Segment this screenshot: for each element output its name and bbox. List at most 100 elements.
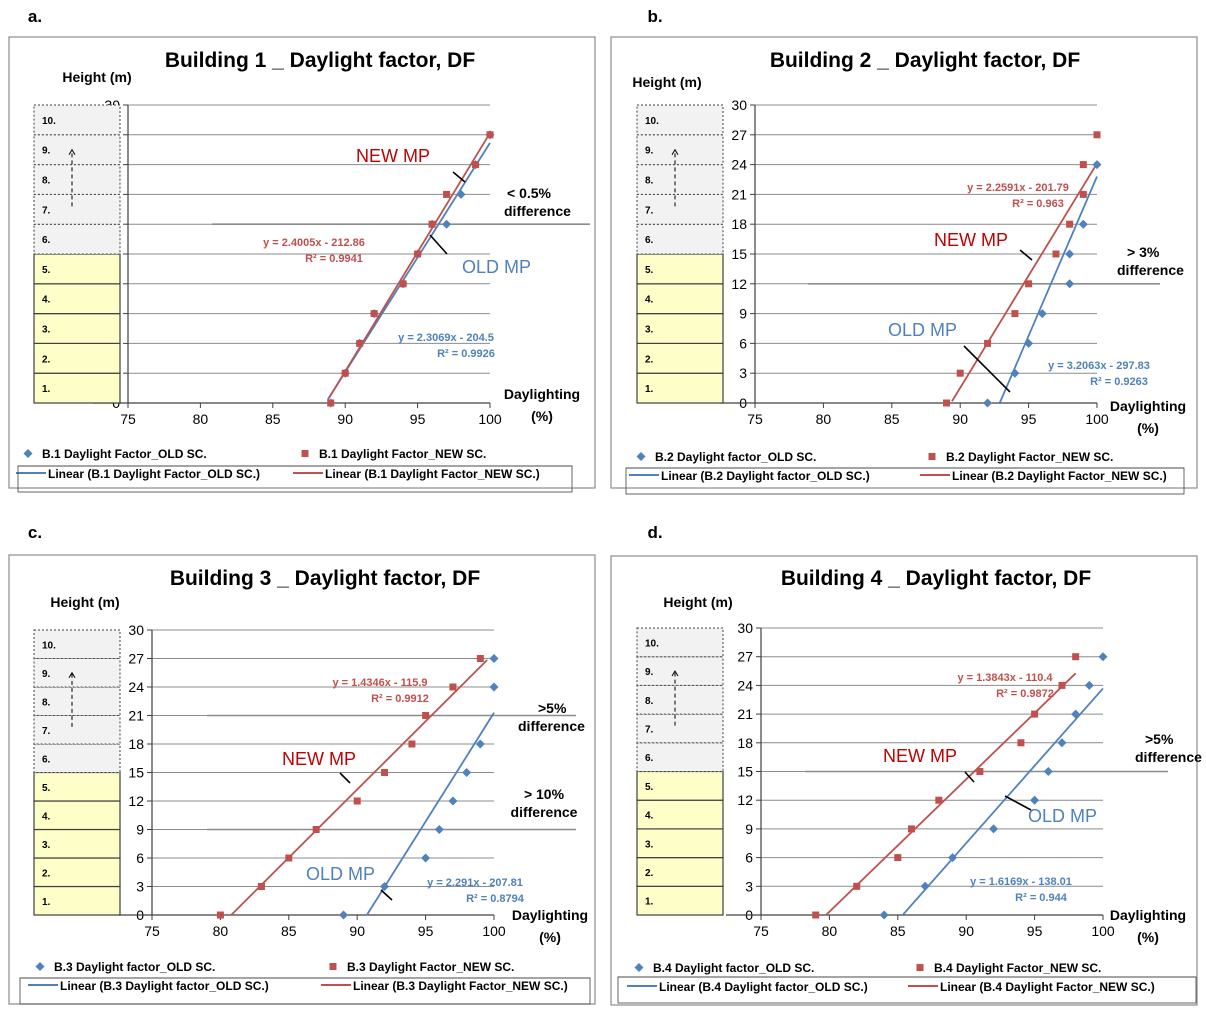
chart-title: Building 2 _ Daylight factor, DF — [770, 49, 1081, 72]
data-point-new — [1072, 653, 1080, 661]
difference-label: > 3% — [1127, 244, 1160, 260]
floor-label: 10. — [42, 116, 56, 127]
building-floor — [636, 627, 724, 658]
floor-label: 5. — [645, 265, 654, 276]
legend-box — [617, 976, 1197, 1004]
building-floor — [636, 164, 724, 195]
building-floor — [636, 684, 724, 715]
building-floor — [33, 743, 121, 773]
legend: B.2 Daylight factor_OLD SC. B.2 Daylight … — [625, 450, 1185, 495]
x-tick-label: 90 — [958, 923, 974, 939]
legend-entry-new: B.3 Daylight Factor_NEW SC. — [347, 960, 514, 974]
building-floor — [636, 193, 724, 225]
x-tick-label: 85 — [281, 923, 297, 939]
building-floor — [636, 656, 724, 686]
data-point-new — [327, 399, 335, 407]
data-point-old — [983, 398, 993, 408]
legend: B.1 Daylight Factor_OLD SC. B.1 Daylight … — [16, 447, 573, 493]
trendline-new — [951, 162, 1098, 402]
legend-entry-linear-new: Linear (B.2 Daylight Factor_NEW SC.) — [952, 469, 1167, 483]
data-point-old — [1037, 309, 1047, 319]
data-point-old — [339, 910, 349, 920]
legend-entry-linear-new: Linear (B.4 Daylight Factor_NEW SC.) — [940, 980, 1155, 994]
legend-box — [17, 465, 573, 493]
data-point-new — [472, 161, 480, 169]
legend-entry-old: B.1 Daylight Factor_OLD SC. — [42, 447, 207, 461]
old-mp-leader — [380, 889, 393, 901]
legend-marker-old — [636, 452, 646, 461]
y-tick-label: 24 — [128, 679, 144, 695]
x-axis-label: Daylighting — [1110, 907, 1186, 923]
x-tick-label: 75 — [747, 411, 763, 427]
legend-marker-new — [329, 963, 337, 970]
data-point-new — [285, 854, 293, 862]
building-floor — [636, 223, 724, 255]
legend-entry-new: B.1 Daylight Factor_NEW SC. — [319, 447, 486, 461]
x-tick-label: 80 — [816, 411, 832, 427]
data-point-new — [312, 826, 320, 833]
new-mp-leader — [1019, 249, 1033, 261]
chart-panel-a: a. Building 1 _ Daylight factor, DF Height… — [8, 7, 596, 493]
arrow-head-icon — [68, 148, 76, 155]
x-tick-label: 85 — [265, 411, 281, 427]
floor-label: 6. — [42, 754, 51, 765]
floor-label: 1. — [42, 897, 51, 908]
data-point-old — [434, 825, 444, 834]
equation-old: y = 1.6169x - 138.01 — [970, 876, 1072, 888]
floor-label: 4. — [645, 295, 654, 306]
data-point-new — [399, 280, 407, 288]
y-tick-label: 6 — [136, 850, 144, 866]
building-floor — [636, 372, 724, 404]
chart-title: Building 3 _ Daylight factor, DF — [170, 567, 481, 590]
y-tick-label: 27 — [731, 127, 747, 143]
data-point-new — [976, 768, 984, 775]
building-floor — [33, 193, 121, 225]
data-point-new — [443, 190, 451, 198]
old-mp-label: OLD MP — [306, 864, 375, 884]
y-tick-label: 30 — [128, 622, 144, 638]
new-mp-label: NEW MP — [356, 146, 430, 166]
arrow-head-icon — [68, 671, 76, 679]
panel-label: a. — [28, 7, 42, 26]
floor-label: 9. — [42, 146, 51, 157]
building-floor — [636, 342, 724, 374]
building-floor — [33, 629, 121, 659]
data-point-old — [1030, 795, 1040, 805]
floor-label: 8. — [645, 176, 654, 187]
data-point-new — [486, 131, 494, 139]
legend-entry-linear-old: Linear (B.2 Daylight factor_OLD SC.) — [661, 469, 870, 483]
data-point-old — [1084, 680, 1094, 690]
x-tick-label: 90 — [349, 923, 365, 939]
legend-marker-old — [23, 449, 33, 458]
arrow-head-icon — [671, 148, 679, 155]
data-point-old — [421, 853, 431, 863]
difference-label: >5% — [538, 700, 567, 716]
legend-entry-old: B.4 Daylight factor_OLD SC. — [653, 961, 814, 975]
new-mp-leader — [339, 772, 351, 784]
y-tick-label: 15 — [128, 765, 144, 781]
panel-label: b. — [647, 7, 662, 26]
y-tick-label: 24 — [737, 677, 753, 693]
legend-entry-linear-old: Linear (B.4 Daylight factor_OLD SC.) — [659, 980, 868, 994]
data-point-new — [353, 797, 361, 805]
r2-old: R² = 0.8794 — [466, 893, 525, 905]
data-point-old — [1043, 767, 1053, 776]
data-point-new — [381, 769, 389, 776]
x-tick-label: 80 — [213, 923, 229, 939]
floor-label: 2. — [42, 354, 51, 365]
legend-marker-new — [301, 450, 309, 457]
legend-entry-linear-new: Linear (B.3 Daylight Factor_NEW SC.) — [353, 979, 568, 993]
x-tick-label: 100 — [482, 923, 506, 939]
legend-entry-new: B.2 Daylight Factor_NEW SC. — [946, 450, 1113, 464]
floor-label: 7. — [42, 726, 51, 737]
data-point-new — [422, 712, 430, 719]
x-tick-label: 95 — [410, 411, 426, 427]
building-floor — [33, 313, 121, 345]
x-axis-label-unit: (%) — [539, 929, 561, 945]
r2-old: R² = 0.9926 — [437, 348, 495, 360]
legend-box — [625, 467, 1185, 495]
y-tick-label: 18 — [737, 735, 753, 751]
building-floor — [33, 658, 121, 688]
data-point-old — [1092, 160, 1102, 170]
difference-label-text: difference — [1117, 262, 1184, 278]
